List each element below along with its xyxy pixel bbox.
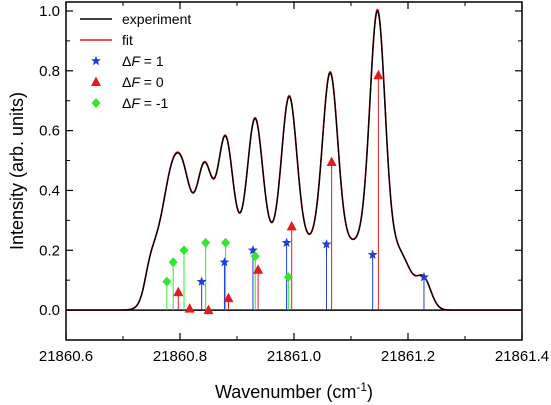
marker-triangle-6 xyxy=(326,156,337,167)
y-tick-label-0: 0.0 xyxy=(39,302,60,319)
legend-label-4: ΔF = -1 xyxy=(122,95,169,111)
legend-marker-star xyxy=(91,55,101,66)
legend-entry-0: experiment xyxy=(80,11,191,27)
marker-triangle-3 xyxy=(223,292,234,303)
legend: experiment fit ΔF = 1 ΔF = 0 ΔF = -1 xyxy=(80,11,191,111)
legend-label-2: ΔF = 1 xyxy=(122,53,164,69)
y-tick-label-2: 0.4 xyxy=(39,182,60,199)
marker-triangle-5 xyxy=(286,220,297,231)
marker-triangle-1 xyxy=(184,303,195,313)
marker-star-5 xyxy=(367,249,378,259)
legend-label-0: experiment xyxy=(122,11,191,27)
x-tick-label-2: 21861.0 xyxy=(267,348,321,365)
marker-diamond-1 xyxy=(168,257,178,268)
y-tick-label-5: 1.0 xyxy=(39,3,60,20)
y-axis-title: Intensity (arb. units) xyxy=(7,92,27,250)
marker-layer xyxy=(162,69,429,315)
y-tick-label-4: 0.8 xyxy=(39,63,60,80)
marker-diamond-3 xyxy=(201,237,211,248)
x-tick-label-3: 21861.2 xyxy=(381,348,435,365)
legend-entry-3: ΔF = 0 xyxy=(91,74,164,90)
marker-diamond-4 xyxy=(221,237,231,248)
marker-star-1 xyxy=(219,257,230,267)
axes-layer: 21860.6 21860.8 21861.0 21861.2 21861.4 0.0 0.… xyxy=(39,1,549,365)
marker-triangle-0 xyxy=(173,286,184,297)
legend-label-3: ΔF = 0 xyxy=(122,74,164,90)
legend-entry-4: ΔF = -1 xyxy=(91,95,169,111)
y-tick-label-1: 0.2 xyxy=(39,242,60,259)
legend-marker-diamond xyxy=(91,98,101,108)
marker-triangle-4 xyxy=(253,264,264,274)
marker-diamond-2 xyxy=(179,245,189,256)
marker-diamond-0 xyxy=(162,276,172,287)
axis-titles: Wavenumber (cm-1) Intensity (arb. units) xyxy=(7,92,373,402)
marker-triangle-7 xyxy=(373,69,384,80)
legend-marker-triangle xyxy=(91,76,101,86)
legend-entry-2: ΔF = 1 xyxy=(91,53,164,69)
marker-diamond-5 xyxy=(250,251,260,262)
stick-layer xyxy=(166,75,425,311)
experiment-curve xyxy=(66,10,522,311)
curve-layer xyxy=(66,8,522,311)
y-tick-label-3: 0.6 xyxy=(39,123,60,140)
marker-star-3 xyxy=(281,237,292,247)
marker-diamond-6 xyxy=(283,272,293,283)
marker-star-4 xyxy=(321,239,332,249)
x-tick-label-4: 21861.4 xyxy=(495,348,549,365)
x-axis-title: Wavenumber (cm-1) xyxy=(215,380,373,402)
x-tick-label-0: 21860.6 xyxy=(39,348,93,365)
legend-label-1: fit xyxy=(122,32,133,48)
legend-entry-1: fit xyxy=(80,32,133,48)
marker-star-2 xyxy=(248,245,258,255)
marker-star-6 xyxy=(419,271,429,282)
x-tick-label-1: 21860.8 xyxy=(153,348,207,365)
marker-star-0 xyxy=(196,276,207,286)
marker-triangle-2 xyxy=(203,304,214,315)
